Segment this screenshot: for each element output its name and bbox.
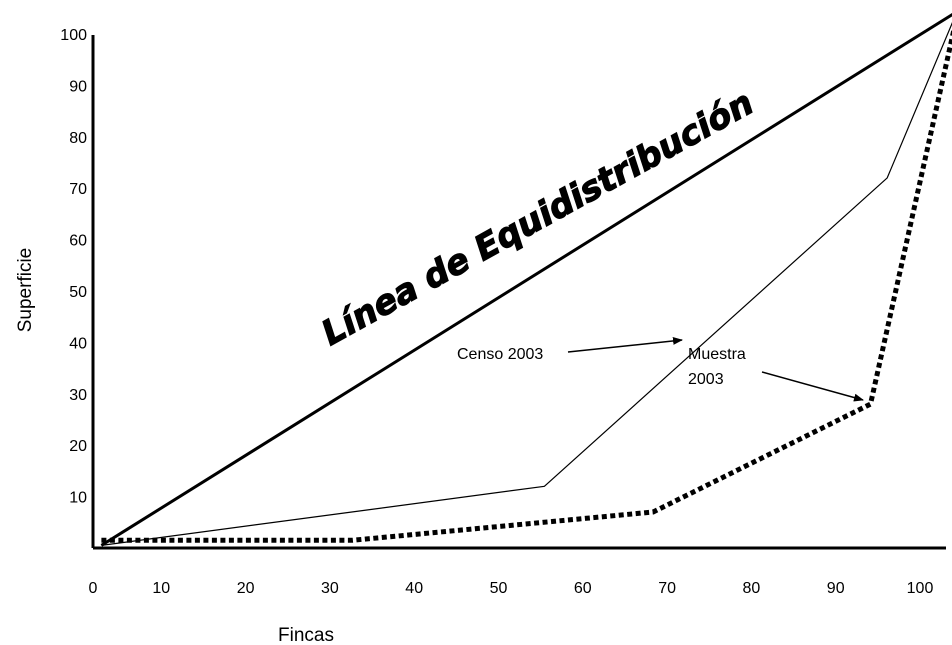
equidistribution-label: Línea de Equidistribución (315, 83, 760, 354)
series-line-3 (101, 28, 952, 543)
series-line-2 (101, 22, 952, 546)
plot-lines (100, 12, 952, 547)
y-tick-label: 70 (69, 181, 87, 198)
x-tick-label: 40 (405, 580, 423, 597)
x-tick-label: 0 (89, 580, 98, 597)
x-tick-label: 30 (321, 580, 339, 597)
x-axis-title: Fincas (278, 625, 334, 645)
x-tick-label: 20 (237, 580, 255, 597)
x-tick-label: 10 (152, 580, 170, 597)
y-tick-labels: 10 20 30 40 50 60 70 80 90 100 (60, 27, 87, 507)
muestra-annotation-label: Muestra 2003 (688, 346, 750, 388)
x-tick-label: 100 (907, 580, 934, 597)
series-line-1 (100, 12, 952, 547)
muestra-annotation-arrow (761, 371, 864, 402)
censo-annotation-arrow (567, 336, 683, 353)
x-tick-label: 90 (827, 580, 845, 597)
y-tick-label: 20 (69, 438, 87, 455)
y-tick-label: 40 (69, 335, 87, 352)
censo-annotation-label: Censo 2003 (457, 346, 543, 363)
y-axis-title: Superficie (15, 248, 36, 333)
x-tick-labels: 0 10 20 30 40 50 60 70 80 90 100 (89, 580, 934, 597)
x-tick-label: 50 (490, 580, 508, 597)
y-tick-label: 10 (69, 490, 87, 507)
y-tick-label: 60 (69, 233, 87, 250)
muestra-annotation-line-2: 2003 (688, 371, 724, 388)
x-tick-label: 80 (743, 580, 761, 597)
x-tick-label: 70 (658, 580, 676, 597)
y-tick-label: 100 (60, 27, 87, 44)
y-tick-label: 80 (69, 130, 87, 147)
muestra-annotation-line-1: Muestra (688, 346, 746, 363)
y-tick-label: 50 (69, 284, 87, 301)
x-tick-label: 60 (574, 580, 592, 597)
y-tick-label: 30 (69, 387, 87, 404)
y-tick-label: 90 (69, 78, 87, 95)
